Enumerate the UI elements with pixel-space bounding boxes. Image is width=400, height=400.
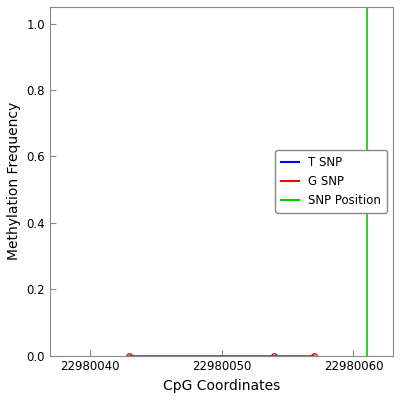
Legend: T SNP, G SNP, SNP Position: T SNP, G SNP, SNP Position [275, 150, 387, 212]
X-axis label: CpG Coordinates: CpG Coordinates [163, 379, 280, 393]
Y-axis label: Methylation Frequency: Methylation Frequency [7, 102, 21, 260]
